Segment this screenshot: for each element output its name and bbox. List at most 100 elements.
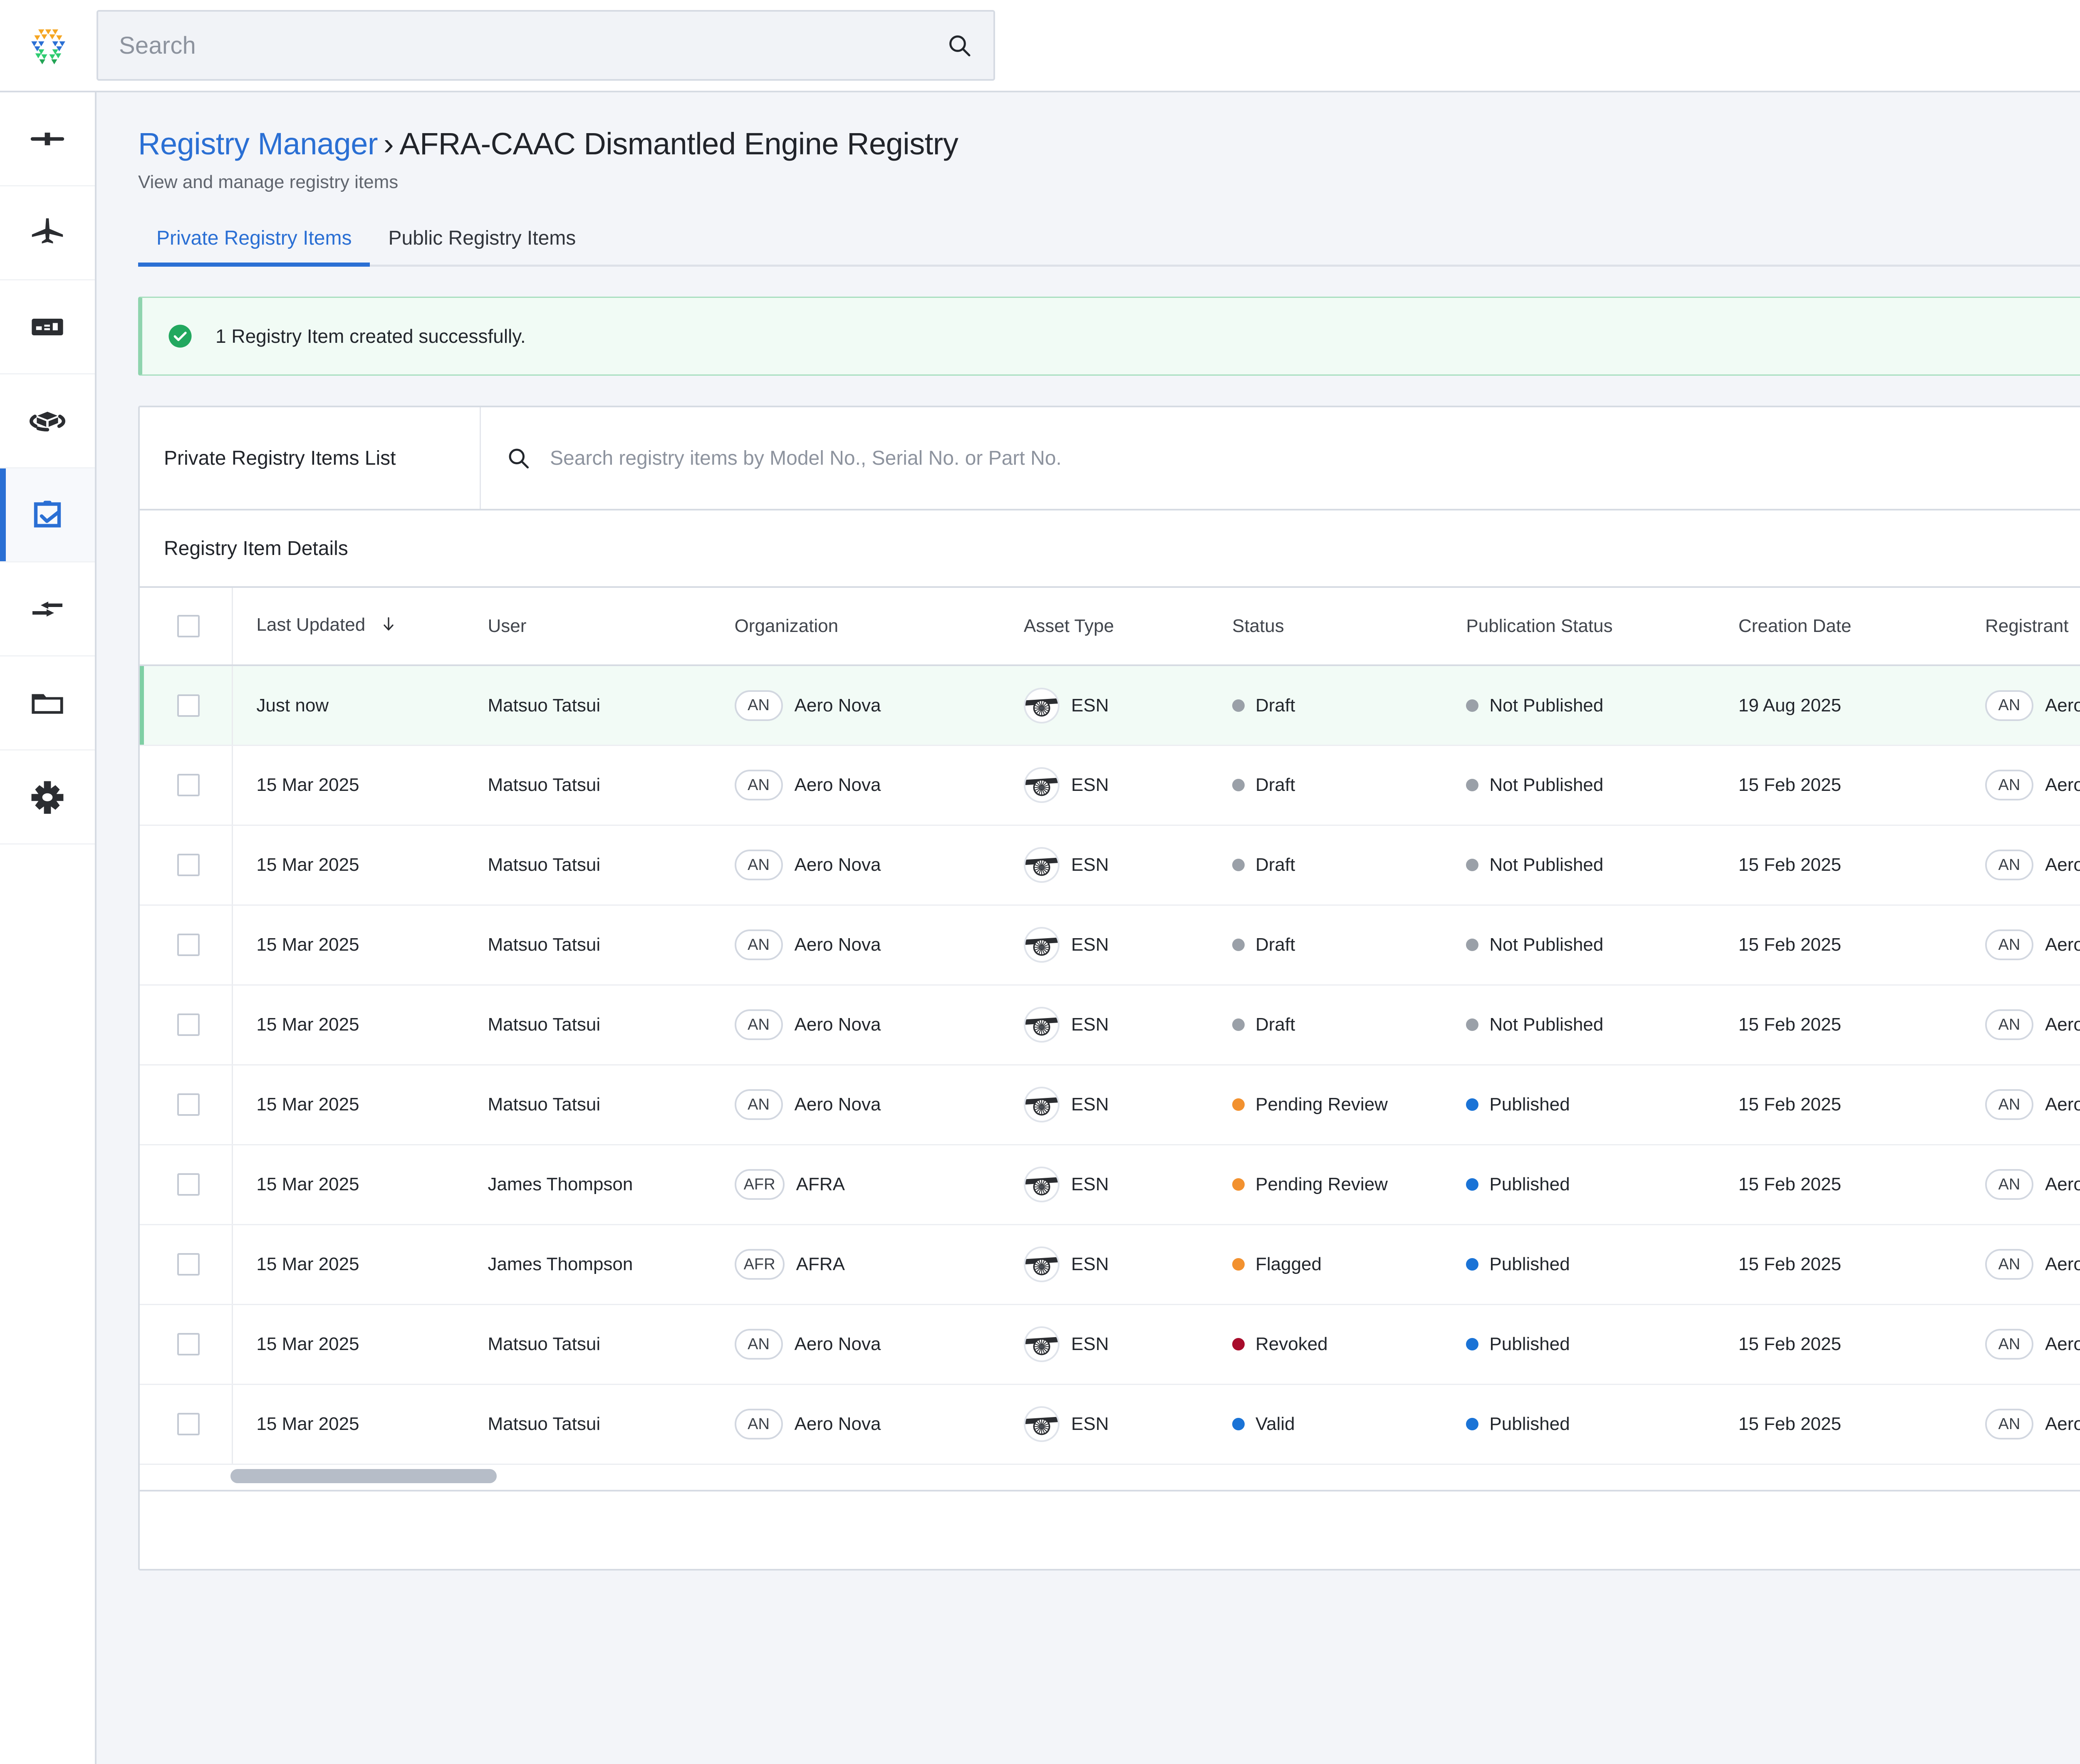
sidebar-item-registry[interactable] (0, 468, 95, 562)
cell-status: Draft (1232, 665, 1466, 746)
row-select-cell[interactable] (140, 1224, 233, 1305)
cell-organization: AN Aero Nova (734, 905, 1024, 986)
select-all-header[interactable] (140, 588, 233, 666)
status-label: Valid (1255, 1414, 1295, 1434)
column-header-user[interactable]: User (488, 588, 735, 666)
select-all-checkbox[interactable] (177, 615, 200, 638)
status-label: Published (1489, 1094, 1570, 1115)
cell-user: Matsuo Tatsui (488, 1384, 735, 1465)
horizontal-scrollbar-track[interactable] (140, 1465, 2080, 1490)
asset-type-label: ESN (1071, 1414, 1109, 1434)
asset-type-label: ESN (1071, 775, 1109, 795)
table-header-row: Last Updated User Organiz (140, 588, 2080, 666)
row-checkbox[interactable] (177, 934, 200, 956)
table-row[interactable]: Just now Matsuo Tatsui AN Aero Nova ESN Draft… (140, 665, 2080, 746)
table-row[interactable]: 15 Mar 2025 Matsuo Tatsui AN Aero Nova ESN Dr… (140, 905, 2080, 986)
breadcrumb: Registry Manager › AFRA-CAAC Dismantled En… (138, 126, 958, 162)
status-dot (1466, 699, 1479, 712)
horizontal-scrollbar-thumb[interactable] (230, 1469, 497, 1483)
status-dot (1466, 1018, 1479, 1031)
row-checkbox[interactable] (177, 1173, 200, 1196)
cell-registrant: AN Aero Nova (1985, 825, 2080, 906)
search-icon[interactable] (946, 32, 973, 59)
table-row[interactable]: 15 Mar 2025 Matsuo Tatsui AN Aero Nova ESN Re… (140, 1304, 2080, 1385)
cell-organization: AN Aero Nova (734, 825, 1024, 906)
status-label: Draft (1255, 855, 1295, 875)
table-row[interactable]: 15 Mar 2025 James Thompson AFR AFRA ESN Pendi… (140, 1145, 2080, 1225)
sidebar-item-aircraft[interactable] (0, 186, 95, 280)
breadcrumb-parent-link[interactable]: Registry Manager (138, 126, 378, 161)
row-checkbox[interactable] (177, 1413, 200, 1436)
success-alert: 1 Registry Item created successfully. (138, 297, 2080, 376)
status-label: Draft (1255, 695, 1295, 716)
sidebar-item-transfers[interactable] (0, 562, 95, 657)
registry-search-field[interactable]: Search registry items by Model No., Seri… (481, 407, 2080, 509)
row-select-cell[interactable] (140, 1065, 233, 1145)
global-search-input[interactable]: Search (119, 32, 196, 59)
column-header-registrant[interactable]: Registrant (1985, 588, 2080, 666)
table-row[interactable]: 15 Mar 2025 James Thompson AFR AFRA ESN Flagg… (140, 1224, 2080, 1305)
jet-engine-icon (1025, 1257, 1058, 1276)
row-checkbox[interactable] (177, 774, 200, 797)
tab-private-registry-items[interactable]: Private Registry Items (138, 227, 370, 267)
cell-registrant: AN Aero Nova (1985, 905, 2080, 986)
global-search-bar[interactable]: Search (97, 10, 995, 81)
cell-registrant: AN Aero Nova (1985, 745, 2080, 826)
column-header-last-updated[interactable]: Last Updated (232, 588, 488, 666)
sidebar-item-analytics[interactable] (0, 280, 95, 374)
page-subtitle: View and manage registry items (138, 172, 399, 193)
cell-registrant: AN Aero Nova (1985, 1224, 2080, 1305)
cell-creation-date: 19 Aug 2025 (1738, 665, 1985, 746)
cell-organization: AFR AFRA (734, 1224, 1024, 1305)
table-row[interactable]: 15 Mar 2025 Matsuo Tatsui AN Aero Nova ESN Dr… (140, 985, 2080, 1065)
table-row[interactable]: 15 Mar 2025 Matsuo Tatsui AN Aero Nova ESN Dr… (140, 825, 2080, 906)
row-checkbox[interactable] (177, 854, 200, 877)
row-select-cell[interactable] (140, 825, 233, 906)
tab-public-registry-items[interactable]: Public Registry Items (388, 227, 576, 250)
status-label: Published (1489, 1334, 1570, 1355)
cell-asset-type: ESN (1023, 1224, 1232, 1305)
folder-icon (32, 694, 63, 714)
row-select-cell[interactable] (140, 905, 233, 986)
row-checkbox[interactable] (177, 694, 200, 717)
transfer-arrows-icon (32, 601, 62, 617)
sort-descending-icon[interactable] (379, 615, 398, 638)
cell-user: Matsuo Tatsui (488, 745, 735, 826)
row-select-cell[interactable] (140, 1304, 233, 1385)
cell-publication-status: Published (1466, 1224, 1738, 1305)
sidebar (0, 92, 97, 1764)
row-select-cell[interactable] (140, 1145, 233, 1225)
column-header-publication-status[interactable]: Publication Status (1466, 588, 1738, 666)
column-header-status[interactable]: Status (1232, 588, 1466, 666)
row-checkbox[interactable] (177, 1333, 200, 1356)
organization-name: Aero Nova (794, 1014, 881, 1035)
row-select-cell[interactable] (140, 985, 233, 1065)
asset-type-label: ESN (1071, 1094, 1109, 1115)
sidebar-item-add[interactable] (0, 92, 95, 186)
status-label: Not Published (1489, 775, 1604, 795)
app-logo[interactable] (0, 20, 97, 70)
asset-type-label: ESN (1071, 1254, 1109, 1275)
row-checkbox[interactable] (177, 1093, 200, 1116)
cell-last-updated: 15 Mar 2025 (232, 1304, 488, 1385)
sidebar-item-documents[interactable] (0, 657, 95, 751)
airplane-icon (32, 218, 63, 243)
cell-asset-type: ESN (1023, 1304, 1232, 1385)
table-row[interactable]: 15 Mar 2025 Matsuo Tatsui AN Aero Nova ESN Dr… (140, 745, 2080, 826)
status-dot (1466, 1258, 1479, 1271)
cell-creation-date: 15 Feb 2025 (1738, 825, 1985, 906)
sidebar-item-settings[interactable] (0, 751, 95, 845)
package-rotate-icon (29, 411, 66, 431)
registry-search-input[interactable]: Search registry items by Model No., Seri… (550, 447, 1062, 469)
table-row[interactable]: 15 Mar 2025 Matsuo Tatsui AN Aero Nova ESN Va… (140, 1384, 2080, 1465)
row-select-cell[interactable] (140, 665, 233, 746)
column-header-asset-type[interactable]: Asset Type (1023, 588, 1232, 666)
sidebar-item-assets[interactable] (0, 374, 95, 468)
column-header-organization[interactable]: Organization (734, 588, 1024, 666)
row-select-cell[interactable] (140, 1384, 233, 1465)
row-select-cell[interactable] (140, 745, 233, 826)
table-row[interactable]: 15 Mar 2025 Matsuo Tatsui AN Aero Nova ESN Pe… (140, 1065, 2080, 1145)
column-header-creation-date[interactable]: Creation Date (1738, 588, 1985, 666)
row-checkbox[interactable] (177, 1253, 200, 1276)
row-checkbox[interactable] (177, 1013, 200, 1036)
